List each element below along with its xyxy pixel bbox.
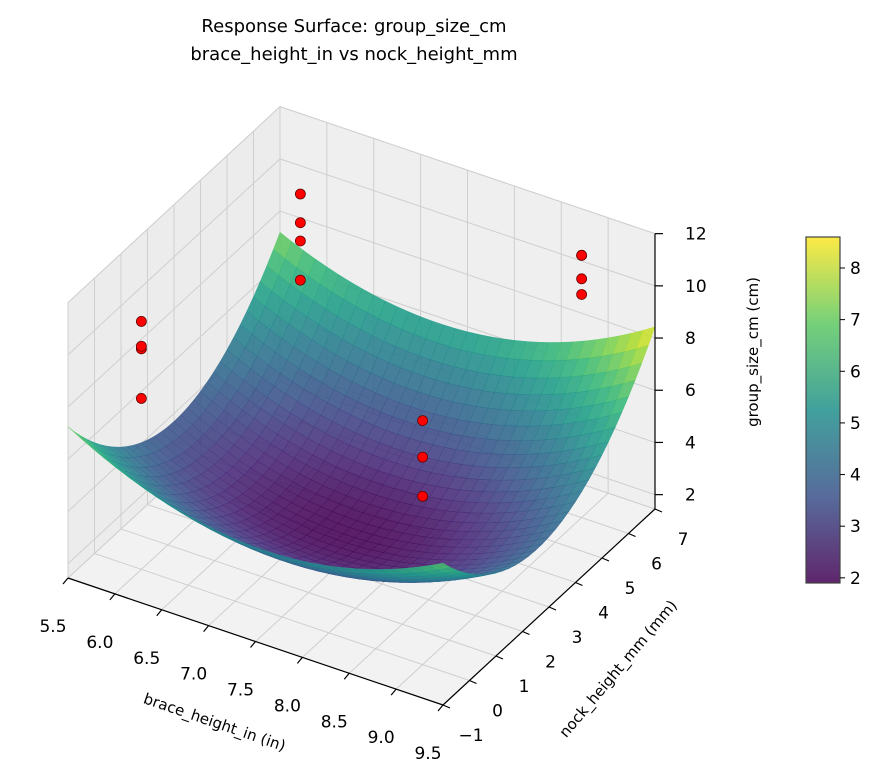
data-point [418,491,428,501]
colorbar-tick-label: 4 [850,466,861,486]
y-tick [655,509,662,512]
x-tick [110,594,115,600]
y-tick-label: 7 [678,530,689,550]
x-axis-label: brace_height_in (in) [141,690,288,756]
z-tick-label: 2 [685,486,696,506]
y-tick-label: 0 [492,702,503,722]
x-tick [63,578,68,584]
y-tick-label: 5 [625,579,636,599]
y-tick-label: −1 [458,726,483,746]
y-tick-label: 3 [572,628,583,648]
z-axis-label: group_size_cm (cm) [744,277,763,427]
z-tick-label: 4 [685,433,696,453]
x-tick [204,626,209,632]
colorbar-gradient [806,237,840,583]
y-tick-label: 1 [519,677,530,697]
x-tick-label: 6.5 [133,649,160,669]
colorbar-tick-label: 2 [850,569,861,589]
z-tick-label: 8 [685,329,696,349]
colorbar-tick-label: 5 [850,414,861,434]
x-tick [297,657,302,663]
data-point [295,236,305,246]
y-tick [523,632,530,635]
colorbar-tick-label: 7 [850,311,861,331]
colorbar-tick-label: 8 [850,259,861,279]
data-point [577,274,587,284]
chart-subtitle: brace_height_in vs nock_height_mm [190,44,517,65]
y-tick [576,583,583,586]
data-point [577,250,587,260]
z-tick-label: 10 [685,277,707,297]
data-point [418,416,428,426]
colorbar: 2 3 4 5 6 7 8 [806,237,861,589]
x-tick-label: 8.5 [321,712,348,732]
x-tick [344,673,349,679]
x-tick-label: 7.0 [180,665,207,685]
data-point [577,289,587,299]
data-point [136,341,146,351]
x-tick-label: 8.0 [274,696,301,716]
data-point [136,393,146,403]
y-tick [496,656,503,659]
x-tick [391,689,396,695]
data-point [295,275,305,285]
x-tick-label: 9.0 [368,728,395,748]
y-tick [470,681,477,684]
y-tick-label: 4 [598,604,609,624]
chart-title: Response Surface: group_size_cm [201,16,506,37]
y-tick-label: 2 [545,653,556,673]
y-tick [443,705,450,708]
x-tick [157,610,162,616]
z-tick-label: 6 [685,381,696,401]
y-tick [549,607,556,610]
y-tick-label: 6 [651,555,662,575]
data-point [295,189,305,199]
y-tick [602,558,609,561]
x-tick [251,642,256,648]
z-tick-label: 12 [685,225,707,245]
x-tick-label: 5.5 [39,617,66,637]
y-axis-label: nock_height_mm (mm) [556,597,682,742]
data-point [136,316,146,326]
data-point [295,218,305,228]
x-tick-label: 9.5 [414,744,441,764]
colorbar-tick-label: 6 [850,362,861,382]
x-tick-label: 6.0 [86,633,113,653]
y-tick [629,534,636,537]
colorbar-tick-label: 3 [850,517,861,537]
x-tick [438,705,443,711]
data-point [418,452,428,462]
x-tick-label: 7.5 [227,681,254,701]
